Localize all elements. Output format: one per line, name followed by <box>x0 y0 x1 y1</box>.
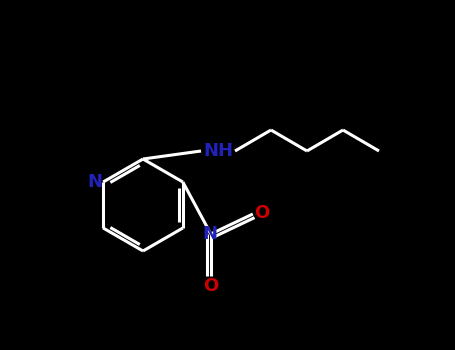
Text: O: O <box>254 204 269 222</box>
Text: NH: NH <box>203 142 233 160</box>
Text: N: N <box>202 225 217 243</box>
Text: N: N <box>88 173 103 191</box>
Text: O: O <box>203 277 218 295</box>
